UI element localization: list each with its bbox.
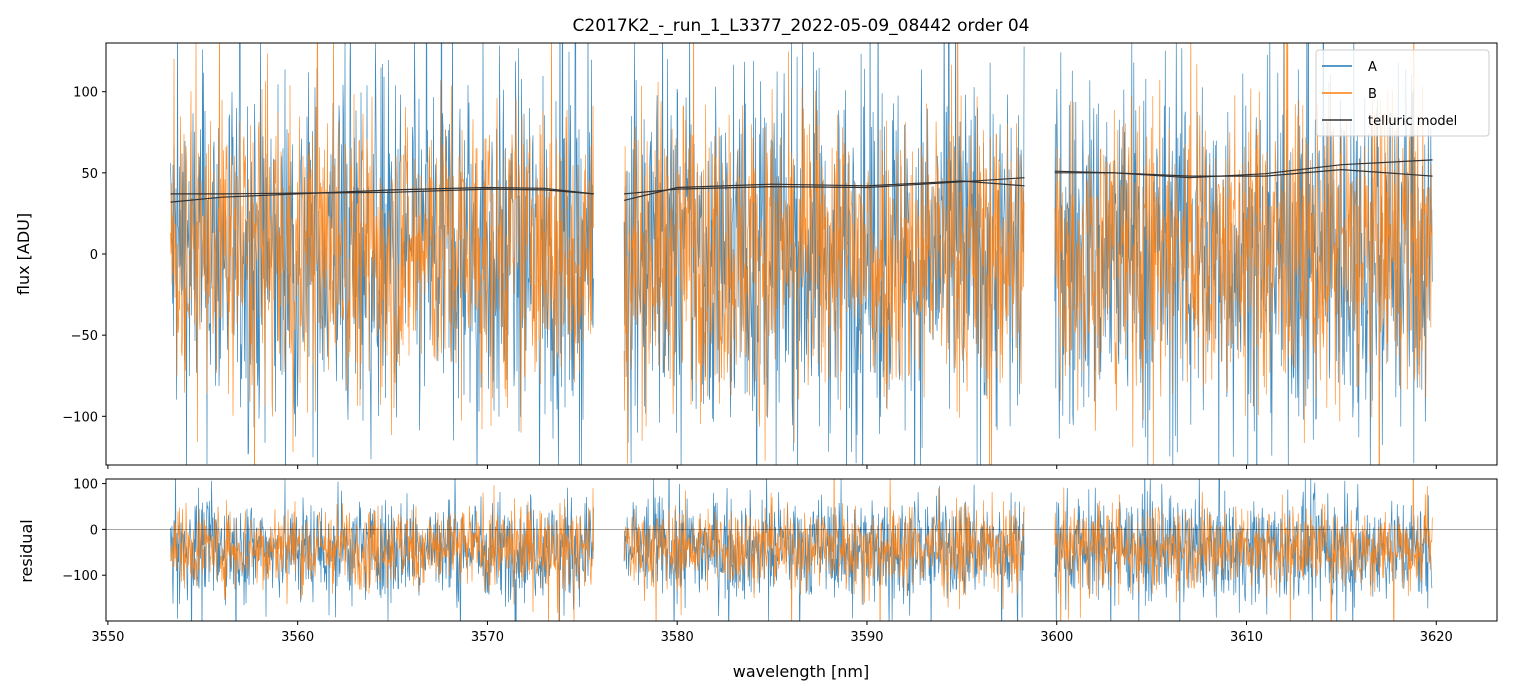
flux-y-tick-label: 0 bbox=[90, 248, 98, 263]
flux-y-tick-label: −50 bbox=[71, 329, 98, 344]
telluric-model-curve bbox=[170, 186, 594, 203]
residual-x-tick-label: 3570 bbox=[471, 630, 504, 645]
residual-series-a bbox=[170, 479, 1433, 621]
residual-x-tick-label: 3550 bbox=[91, 630, 124, 645]
residual-x-ticks: 3550 3560 3570 3580 3590 3600 3610 3620 bbox=[91, 621, 1453, 645]
residual-y-ticks: −100 0 100 bbox=[62, 478, 106, 584]
residual-plot-area bbox=[106, 479, 1497, 621]
legend-label-a: A bbox=[1368, 60, 1377, 75]
flux-y-tick-label: 100 bbox=[73, 86, 98, 101]
flux-series-b bbox=[170, 43, 1433, 465]
telluric-model-curve bbox=[170, 188, 594, 195]
telluric-model-curve bbox=[1054, 159, 1433, 179]
residual-series-b bbox=[170, 479, 1433, 621]
legend-label-telluric: telluric model bbox=[1368, 114, 1457, 129]
residual-y-tick-label: −100 bbox=[62, 569, 98, 584]
residual-y-tick-label: 0 bbox=[90, 523, 98, 538]
legend-frame bbox=[1315, 49, 1490, 137]
residual-y-tick-label: 100 bbox=[73, 478, 98, 493]
residual-x-tick-label: 3620 bbox=[1420, 630, 1453, 645]
residual-x-tick-label: 3610 bbox=[1230, 630, 1263, 645]
chart-title: C2017K2_-_run_1_L3377_2022-05-09_08442 o… bbox=[573, 16, 1030, 36]
legend-label-b: B bbox=[1368, 87, 1377, 102]
flux-x-ticks bbox=[107, 465, 1437, 469]
residual-x-tick-label: 3600 bbox=[1040, 630, 1073, 645]
residual-x-tick-label: 3560 bbox=[281, 630, 314, 645]
flux-plot-area bbox=[170, 43, 1433, 465]
residual-y-axis-label: residual bbox=[17, 519, 36, 582]
flux-y-ticks: −100 −50 0 50 100 bbox=[62, 86, 106, 425]
flux-y-tick-label: 50 bbox=[81, 167, 98, 182]
flux-panel: −100 −50 0 50 100 flux [ADU] A B telluric mo… bbox=[14, 42, 1498, 469]
legend: A B telluric model bbox=[1315, 49, 1490, 137]
telluric-model-curve bbox=[623, 180, 1025, 201]
x-axis-label: wavelength [nm] bbox=[733, 662, 870, 681]
residual-axes-frame bbox=[105, 478, 1498, 622]
flux-y-axis-label: flux [ADU] bbox=[14, 213, 33, 295]
residual-panel: −100 0 100 3550 3560 3570 3580 3590 3600 3610 362… bbox=[17, 478, 1498, 681]
residual-x-tick-label: 3580 bbox=[661, 630, 694, 645]
flux-y-tick-label: −100 bbox=[62, 410, 98, 425]
residual-x-tick-label: 3590 bbox=[850, 630, 883, 645]
